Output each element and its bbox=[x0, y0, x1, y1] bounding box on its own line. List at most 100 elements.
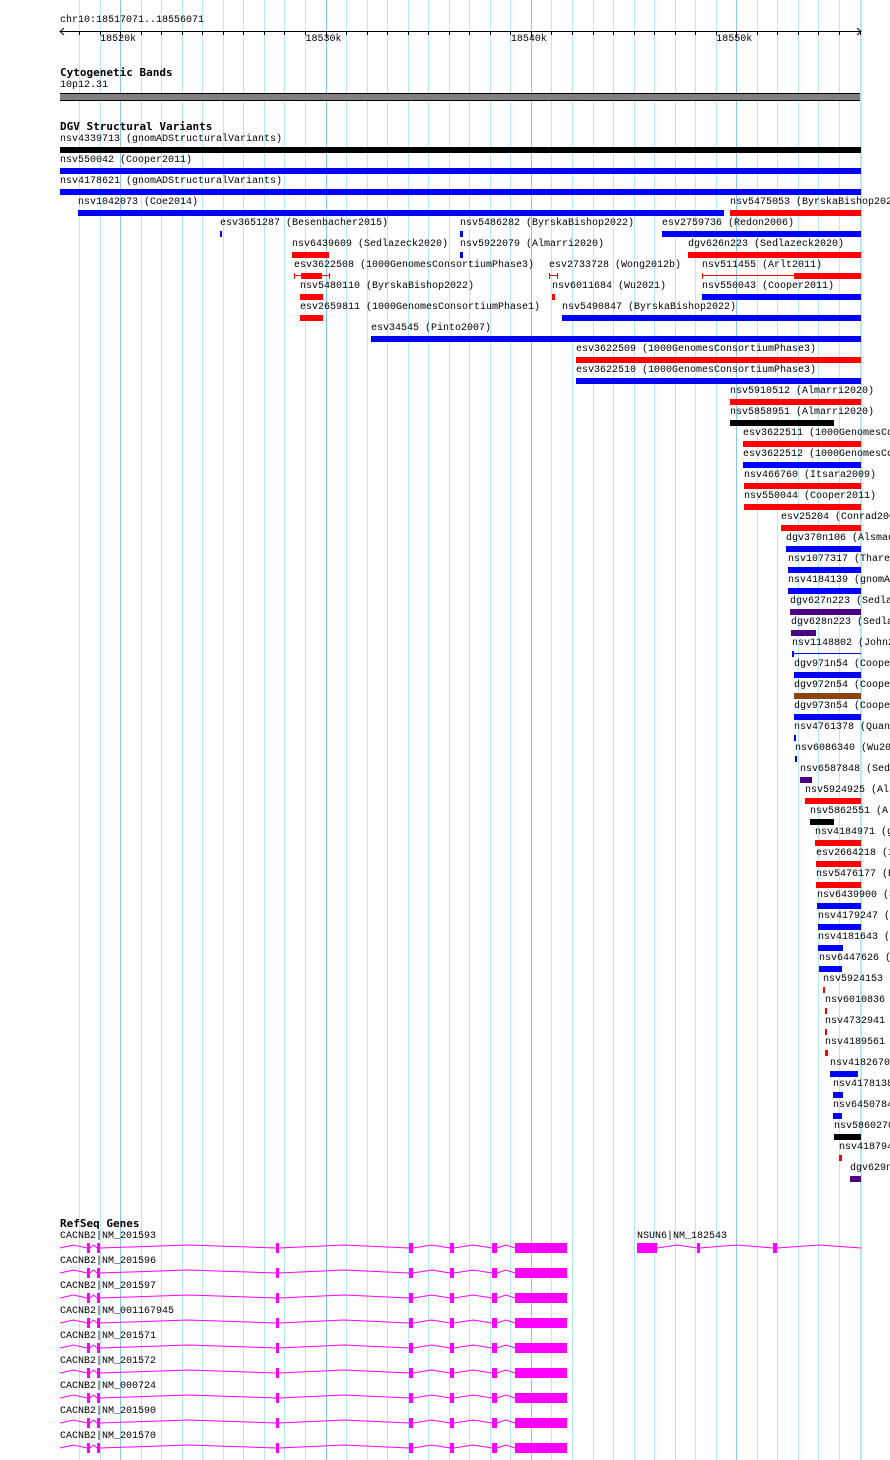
variant-bar[interactable] bbox=[794, 735, 796, 741]
variant-label[interactable]: nsv5480110 (ByrskaBishop2022) bbox=[300, 281, 475, 292]
variant-label[interactable]: nsv5860270 bbox=[834, 1121, 890, 1132]
variant-bar[interactable] bbox=[300, 315, 323, 321]
variant-label[interactable]: esv34545 (Pinto2007) bbox=[371, 323, 492, 334]
variant-bar[interactable] bbox=[816, 861, 861, 867]
gene-label[interactable]: CACNB2|NM_001167945 bbox=[60, 1306, 175, 1317]
variant-bar[interactable] bbox=[576, 357, 861, 363]
variant-bar[interactable] bbox=[805, 798, 861, 804]
variant-bar[interactable] bbox=[662, 231, 861, 237]
gene-label[interactable]: CACNB2|NM_201590 bbox=[60, 1406, 157, 1417]
gene-label[interactable]: CACNB2|NM_201596 bbox=[60, 1256, 157, 1267]
gene-label[interactable]: CACNB2|NM_201597 bbox=[60, 1281, 157, 1292]
variant-bar[interactable] bbox=[781, 525, 861, 531]
variant-label[interactable]: nsv6439900 (S bbox=[817, 890, 890, 901]
variant-label[interactable]: dgv628n223 (Sedla bbox=[791, 617, 890, 628]
variant-label[interactable]: esv2659811 (1000GenomesConsortiumPhase1) bbox=[300, 302, 541, 313]
variant-label[interactable]: nsv6439609 (Sedlazeck2020) bbox=[292, 239, 449, 250]
variant-bar[interactable] bbox=[817, 903, 861, 909]
variant-bar[interactable] bbox=[810, 819, 834, 825]
variant-label[interactable]: nsv5490847 (ByrskaBishop2022) bbox=[562, 302, 737, 313]
variant-bar[interactable] bbox=[795, 756, 797, 762]
variant-bar[interactable] bbox=[788, 588, 861, 594]
variant-label[interactable]: dgv370n106 (Alsmad bbox=[786, 533, 890, 544]
variant-bar[interactable] bbox=[790, 609, 861, 615]
variant-bar[interactable] bbox=[800, 777, 812, 783]
variant-label[interactable]: nsv418794 bbox=[839, 1142, 890, 1153]
variant-bar[interactable] bbox=[786, 546, 861, 552]
variant-bar[interactable] bbox=[743, 441, 861, 447]
variant-bar[interactable] bbox=[60, 168, 861, 174]
variant-label[interactable]: nsv4178621 (gnomADStructuralVariants) bbox=[60, 176, 283, 187]
variant-label[interactable]: esv2759736 (Redon2006) bbox=[662, 218, 795, 229]
variant-thin-line[interactable] bbox=[702, 275, 861, 276]
variant-label[interactable]: nsv1042073 (Coe2014) bbox=[78, 197, 199, 208]
variant-label[interactable]: nsv1148802 (John2 bbox=[792, 638, 890, 649]
variant-label[interactable]: nsv4189561 bbox=[825, 1037, 886, 1048]
variant-label[interactable]: nsv4339713 (gnomADStructuralVariants) bbox=[60, 134, 283, 145]
variant-bar[interactable] bbox=[688, 252, 861, 258]
variant-bar[interactable] bbox=[816, 882, 861, 888]
variant-label[interactable]: nsv6447626 ( bbox=[819, 953, 890, 964]
variant-label[interactable]: nsv4182670 bbox=[830, 1058, 890, 1069]
variant-bar[interactable] bbox=[794, 693, 861, 699]
variant-bar[interactable] bbox=[834, 1134, 861, 1140]
variant-whisker-line[interactable] bbox=[549, 275, 558, 276]
dgv-track-title[interactable]: DGV Structural Variants bbox=[60, 120, 213, 133]
variant-bar[interactable] bbox=[301, 273, 322, 279]
variant-label[interactable]: nsv4181643 ( bbox=[818, 932, 890, 943]
variant-label[interactable]: esv3622509 (1000GenomesConsortiumPhase3) bbox=[576, 344, 817, 355]
variant-bar[interactable] bbox=[562, 315, 861, 321]
variant-label[interactable]: esv3622512 (1000GenomesCo bbox=[743, 449, 890, 460]
variant-bar[interactable] bbox=[825, 1008, 827, 1014]
variant-bar[interactable] bbox=[794, 714, 861, 720]
variant-bar[interactable] bbox=[744, 483, 861, 489]
variant-label[interactable]: nsv5476177 (B bbox=[816, 869, 890, 880]
variant-bar[interactable] bbox=[460, 252, 463, 258]
variant-bar[interactable] bbox=[60, 147, 861, 153]
variant-bar[interactable] bbox=[818, 924, 861, 930]
variant-label[interactable]: esv2664218 (1 bbox=[816, 848, 890, 859]
variant-label[interactable]: nsv4184139 (gnomA bbox=[788, 575, 890, 586]
gene-label[interactable]: CACNB2|NM_201593 bbox=[60, 1231, 157, 1242]
variant-label[interactable]: nsv6086340 (Wu20 bbox=[795, 743, 890, 754]
variant-label[interactable]: nsv6011684 (Wu2021) bbox=[552, 281, 667, 292]
variant-label[interactable]: nsv5922079 (Almarri2020) bbox=[460, 239, 605, 250]
variant-label[interactable]: nsv466760 (Itsara2009) bbox=[744, 470, 877, 481]
gene-label[interactable]: CACNB2|NM_201572 bbox=[60, 1356, 157, 1367]
variant-label[interactable]: nsv511455 (Arlt2011) bbox=[702, 260, 823, 271]
variant-label[interactable]: esv25204 (Conrad200 bbox=[781, 512, 890, 523]
variant-bar[interactable] bbox=[791, 630, 816, 636]
variant-label[interactable]: nsv5486282 (ByrskaBishop2022) bbox=[460, 218, 635, 229]
variant-bar[interactable] bbox=[788, 567, 861, 573]
variant-label[interactable]: nsv4179247 ( bbox=[818, 911, 890, 922]
variant-bar[interactable] bbox=[794, 273, 861, 279]
variant-label[interactable]: nsv6587848 (Sed bbox=[800, 764, 890, 775]
variant-label[interactable]: nsv5862551 (A bbox=[810, 806, 889, 817]
variant-bar[interactable] bbox=[730, 420, 834, 426]
variant-bar[interactable] bbox=[220, 231, 222, 237]
cytoband-bar[interactable] bbox=[60, 93, 860, 101]
variant-label[interactable]: nsv5924153 bbox=[823, 974, 884, 985]
variant-bar[interactable] bbox=[552, 294, 555, 300]
variant-label[interactable]: nsv4761378 (Quan bbox=[794, 722, 890, 733]
variant-bar[interactable] bbox=[730, 210, 861, 216]
variant-label[interactable]: dgv626n223 (Sedlazeck2020) bbox=[688, 239, 845, 250]
variant-bar[interactable] bbox=[300, 294, 323, 300]
variant-bar[interactable] bbox=[60, 189, 861, 195]
variant-label[interactable]: nsv550042 (Cooper2011) bbox=[60, 155, 193, 166]
variant-label[interactable]: esv3622508 (1000GenomesConsortiumPhase3) bbox=[294, 260, 535, 271]
variant-label[interactable]: dgv972n54 (Coope bbox=[794, 680, 890, 691]
variant-bar[interactable] bbox=[78, 210, 724, 216]
variant-label[interactable]: nsv5910512 (Almarri2020) bbox=[730, 386, 875, 397]
variant-bar[interactable] bbox=[833, 1092, 843, 1098]
refseq-track-title[interactable]: RefSeq Genes bbox=[60, 1217, 140, 1230]
variant-bar[interactable] bbox=[833, 1113, 842, 1119]
variant-label[interactable]: dgv629n bbox=[850, 1163, 890, 1174]
gene-label[interactable]: CACNB2|NM_201570 bbox=[60, 1431, 157, 1442]
variant-label[interactable]: nsv4178138 bbox=[833, 1079, 890, 1090]
variant-bar[interactable] bbox=[743, 462, 861, 468]
variant-bar[interactable] bbox=[576, 378, 861, 384]
variant-label[interactable]: nsv5924925 (Al bbox=[805, 785, 890, 796]
variant-bar[interactable] bbox=[850, 1176, 861, 1182]
variant-label[interactable]: esv3622511 (1000GenomesCo bbox=[743, 428, 890, 439]
